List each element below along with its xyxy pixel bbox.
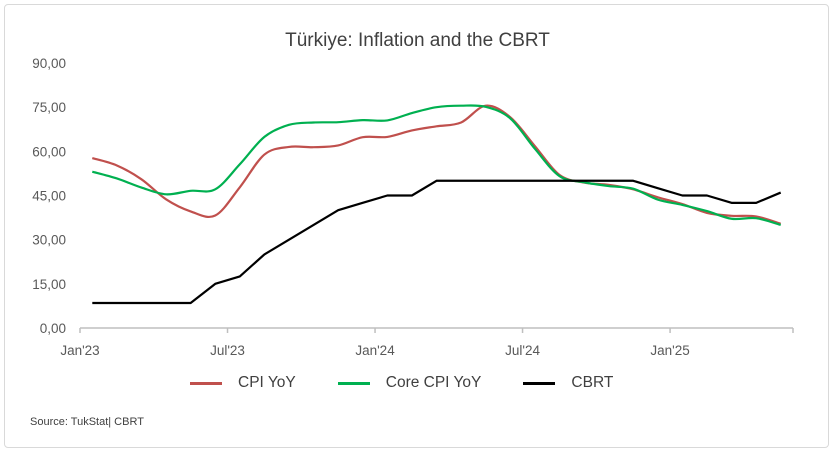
legend-swatch-cbrt	[523, 381, 556, 385]
series-line-cpi-yoy	[91, 104, 782, 225]
x-tick-label: Jan'23	[60, 343, 99, 358]
legend-label-cpi: CPI YoY	[238, 374, 296, 391]
legend-label-cbrt: CBRT	[571, 374, 614, 391]
legend-item-core-cpi: Core CPI YoY	[337, 374, 482, 392]
y-axis: 0,00 15,00 30,00 45,00 60,00 75,00 90,00	[32, 56, 66, 336]
x-tick-label: Jan'25	[650, 343, 689, 358]
series-line-core-cpi-yoy	[92, 104, 782, 227]
x-tick-label: Jul'23	[210, 343, 245, 358]
source-note: Source: TukStat| CBRT	[30, 416, 144, 428]
legend-swatch-core-cpi	[337, 381, 370, 385]
x-tick-label: Jul'24	[505, 343, 540, 358]
x-tick-label: Jan'24	[355, 343, 395, 358]
legend-swatch-cpi	[190, 381, 222, 385]
y-tick-label: 30,00	[32, 233, 66, 248]
legend: CPI YoY Core CPI YoY CBRT	[190, 374, 655, 392]
legend-item-cpi: CPI YoY	[190, 374, 296, 392]
y-tick-label: 15,00	[32, 277, 66, 292]
legend-item-cbrt: CBRT	[523, 374, 613, 392]
chart-frame	[4, 4, 829, 448]
y-tick-label: 60,00	[32, 144, 66, 159]
chart-title: Türkiye: Inflation and the CBRT	[285, 30, 550, 51]
y-tick-label: 75,00	[32, 100, 66, 115]
y-tick-label: 90,00	[32, 56, 66, 71]
series-line-cbrt	[92, 179, 782, 305]
x-axis: Jan'23 Jul'23 Jan'24 Jul'24 Jan'25	[60, 327, 794, 358]
series-lines	[91, 104, 782, 305]
y-tick-label: 0,00	[40, 321, 66, 336]
y-tick-label: 45,00	[32, 189, 66, 204]
legend-label-core-cpi: Core CPI YoY	[385, 374, 482, 391]
